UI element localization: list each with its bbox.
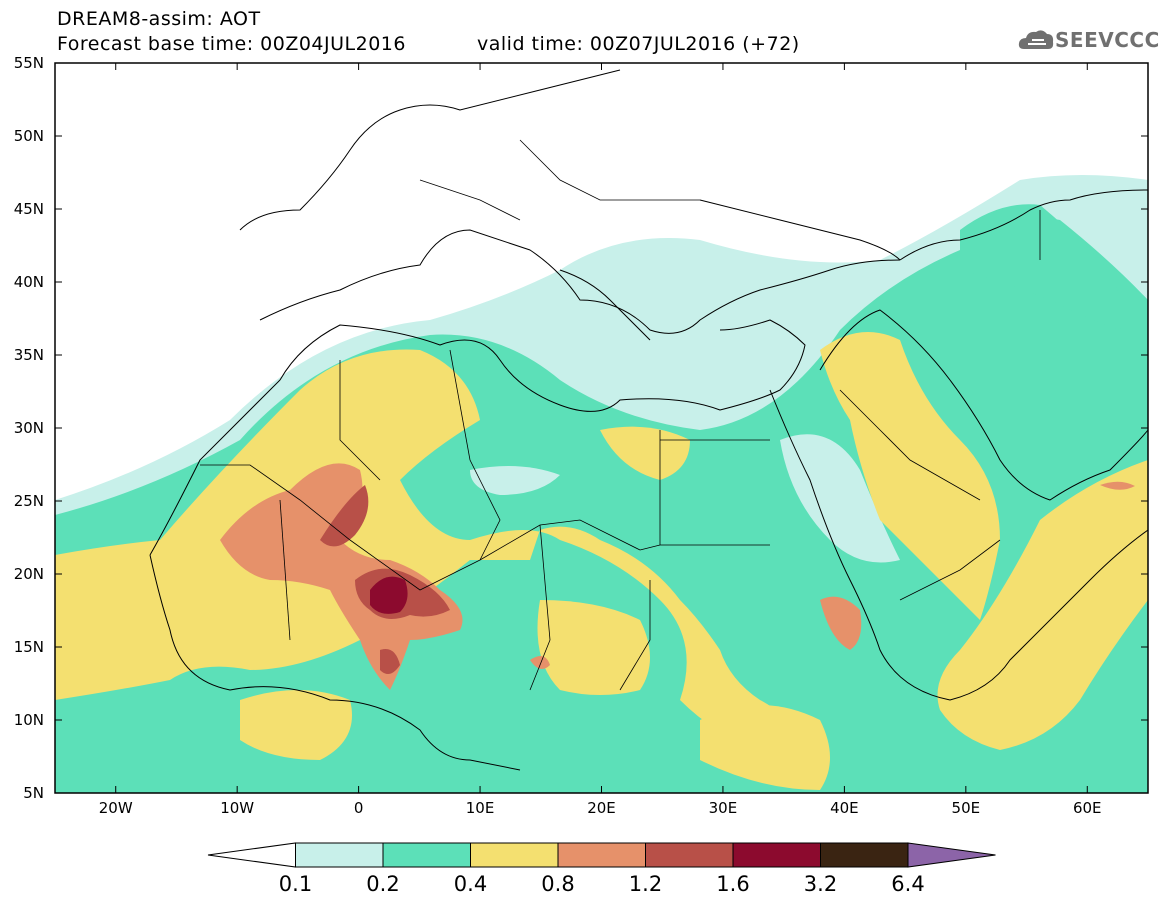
colorbar-segment: [645, 842, 734, 868]
colorbar-label: 0.4: [453, 872, 488, 896]
lat-label: 50N: [13, 127, 44, 145]
lat-label: 35N: [13, 346, 44, 364]
colorbar-label: 0.2: [366, 872, 400, 896]
lat-label: 40N: [13, 273, 44, 291]
lat-label: 20N: [13, 565, 44, 583]
lat-label: 45N: [13, 200, 44, 218]
lat-label: 5N: [23, 784, 44, 802]
lon-label: 20E: [587, 799, 616, 817]
colorbar-segment: [470, 842, 559, 868]
lon-label: 30E: [708, 799, 738, 817]
lat-label: 15N: [13, 638, 44, 656]
valid-time: valid time: 00Z07JUL2016 (+72): [477, 33, 800, 55]
colorbar-segment: [820, 842, 909, 868]
colorbar-label: 0.8: [541, 872, 575, 896]
colorbar-segment: [382, 842, 471, 868]
lon-label: 40E: [830, 799, 859, 817]
colorbar-segment: [295, 842, 384, 868]
axis-ticks: [55, 62, 1148, 794]
coastlines: [149, 69, 1148, 771]
lon-label: 10E: [465, 799, 495, 817]
colorbar-min-arrow: [207, 842, 296, 868]
lat-label: 25N: [13, 492, 44, 510]
lat-label: 30N: [13, 419, 44, 437]
colorbar-segment: [732, 842, 821, 868]
colorbar: [207, 842, 996, 868]
colorbar-segment: [557, 842, 646, 868]
lon-label: 20W: [98, 799, 133, 817]
colorbar-label: 1.6: [716, 872, 750, 896]
cloud-icon: [1018, 30, 1054, 49]
country-borders: [200, 139, 1041, 691]
map-title: DREAM8-assim: AOT: [57, 8, 261, 30]
colorbar-label: 3.2: [803, 872, 838, 896]
lon-label: 60E: [1072, 799, 1102, 817]
lon-label: 50E: [951, 799, 981, 817]
lat-label: 10N: [13, 711, 44, 729]
colorbar-max-arrow: [907, 842, 996, 868]
colorbar-label: 0.1: [278, 872, 313, 896]
lon-label: 0: [353, 799, 364, 817]
lon-label: 10W: [220, 799, 255, 817]
colorbar-label: 1.2: [628, 872, 663, 896]
aot-shading: [55, 175, 1148, 793]
forecast-base-time: Forecast base time: 00Z04JUL2016: [57, 33, 406, 55]
lat-label: 55N: [13, 54, 44, 72]
colorbar-label: 6.4: [891, 872, 925, 896]
logo-text: SEEVCCC: [1055, 28, 1160, 52]
